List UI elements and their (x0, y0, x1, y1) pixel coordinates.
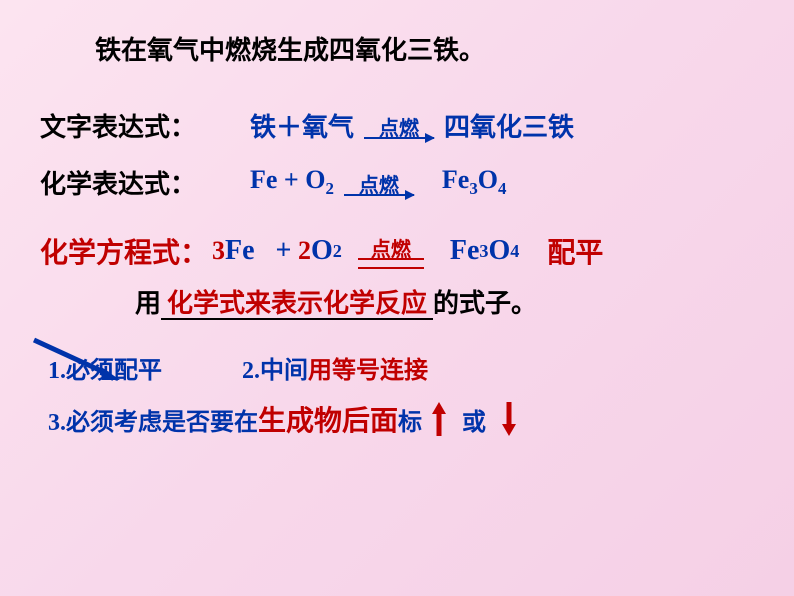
chem-expr-right: Fe3O4 (442, 165, 507, 199)
chem-expr-label: 化学表达式： (40, 164, 220, 201)
rule-line-1: 1.必须配平 2.中间用等号连接 (40, 350, 754, 385)
rule-2a: 2.中间 (242, 350, 308, 385)
pointer-arrow-icon (30, 336, 120, 382)
chem-expression-row: 化学表达式： Fe + O2 点燃 Fe3O4 (40, 164, 754, 201)
equation-body: 3 Fe + 2 O2 点燃 Fe3O4 (212, 233, 519, 269)
balance-label: 配平 (547, 231, 603, 271)
definition-underlined: 化学式来表示化学反应 (161, 289, 433, 320)
down-arrow-icon (500, 402, 518, 436)
equals-arrow: 点燃 (358, 233, 424, 269)
text-expr-label: 文字表达式： (40, 107, 220, 144)
page-title: 铁在氧气中燃烧生成四氧化三铁。 (40, 30, 754, 67)
arrow-1: 点燃 (364, 112, 434, 139)
rule-3c: 标 (398, 402, 422, 437)
text-expression-row: 文字表达式： 铁＋氧气 点燃 四氧化三铁 (40, 107, 754, 144)
arrow-line-icon (364, 137, 434, 139)
chem-expr-left: Fe + O2 (250, 165, 334, 199)
chem-equation-row: 化学方程式： 3 Fe + 2 O2 点燃 Fe3O4 配平 (40, 231, 754, 271)
rule-line-2: 3.必须考虑是否要在生成物后面标 或 (40, 399, 754, 439)
definition-row: 用化学式来表示化学反应的式子。 (40, 283, 754, 320)
rule-3b: 生成物后面 (258, 399, 398, 439)
equation-label: 化学方程式： (40, 231, 208, 271)
rule-3d: 或 (462, 402, 486, 437)
arrow-line-icon (344, 194, 414, 196)
text-expr-right: 四氧化三铁 (444, 107, 574, 144)
rule-2b: 用等号连接 (308, 350, 428, 385)
coefficient-2: 2 (292, 236, 312, 266)
rule-3a: 3.必须考虑是否要在 (48, 402, 258, 437)
coefficient-1: 3 (212, 236, 225, 266)
up-arrow-icon (430, 402, 448, 436)
arrow-2: 点燃 (344, 169, 414, 196)
text-expr-left: 铁＋氧气 (250, 107, 354, 144)
rules-section: 1.必须配平 2.中间用等号连接 3.必须考虑是否要在生成物后面标 或 (40, 350, 754, 439)
